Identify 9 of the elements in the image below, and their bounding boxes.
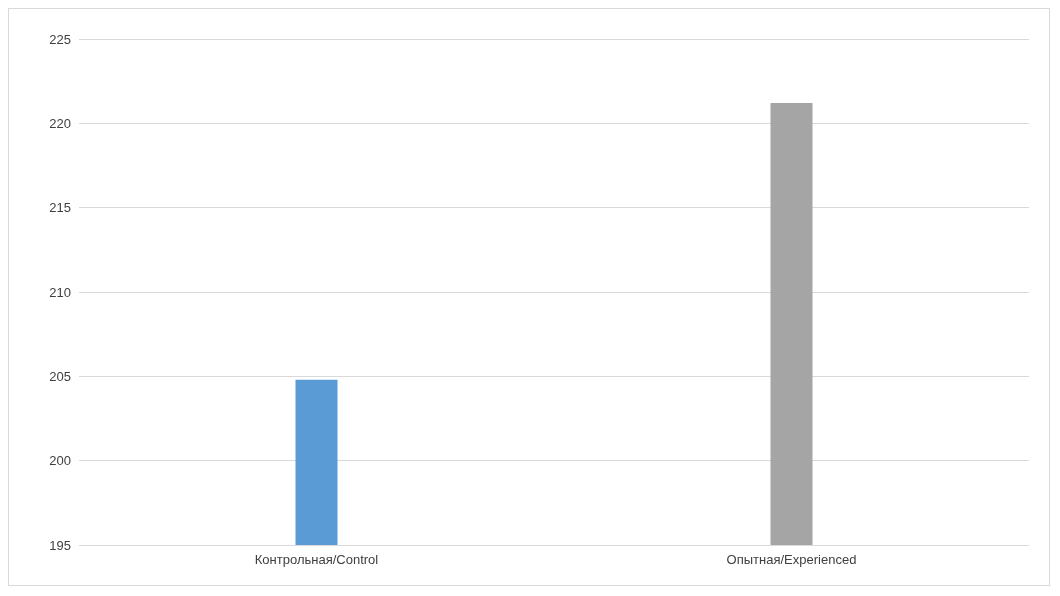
x-tick-label: Контрольная/Control (254, 552, 379, 567)
x-tick-label: Опытная/Experienced (726, 552, 857, 567)
y-tick-label: 220 (49, 115, 71, 131)
y-tick-label: 195 (49, 537, 71, 553)
y-tick-label: 205 (49, 368, 71, 384)
y-tick-label: 200 (49, 453, 71, 469)
y-tick-label: 225 (49, 31, 71, 47)
y-tick-label: 210 (49, 284, 71, 300)
y-tick-label: 215 (49, 200, 71, 216)
